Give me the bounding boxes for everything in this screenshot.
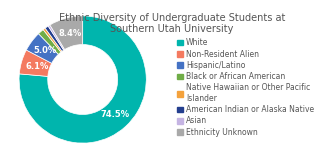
- Text: 74.5%: 74.5%: [100, 110, 129, 119]
- Wedge shape: [45, 26, 64, 51]
- Text: 6.1%: 6.1%: [25, 62, 49, 71]
- Legend: White, Non-Resident Alien, Hispanic/Latino, Black or African American, Native Ha: White, Non-Resident Alien, Hispanic/Lati…: [177, 38, 314, 137]
- Wedge shape: [19, 50, 52, 76]
- Wedge shape: [38, 30, 61, 54]
- Wedge shape: [50, 16, 83, 49]
- Wedge shape: [19, 16, 146, 143]
- Wedge shape: [48, 25, 65, 50]
- Wedge shape: [26, 34, 59, 63]
- Text: Ethnic Diversity of Undergraduate Students at
Southern Utah University: Ethnic Diversity of Undergraduate Studen…: [59, 13, 285, 34]
- Wedge shape: [43, 28, 62, 52]
- Text: 8.4%: 8.4%: [58, 29, 81, 38]
- Text: 5.0%: 5.0%: [33, 46, 56, 55]
